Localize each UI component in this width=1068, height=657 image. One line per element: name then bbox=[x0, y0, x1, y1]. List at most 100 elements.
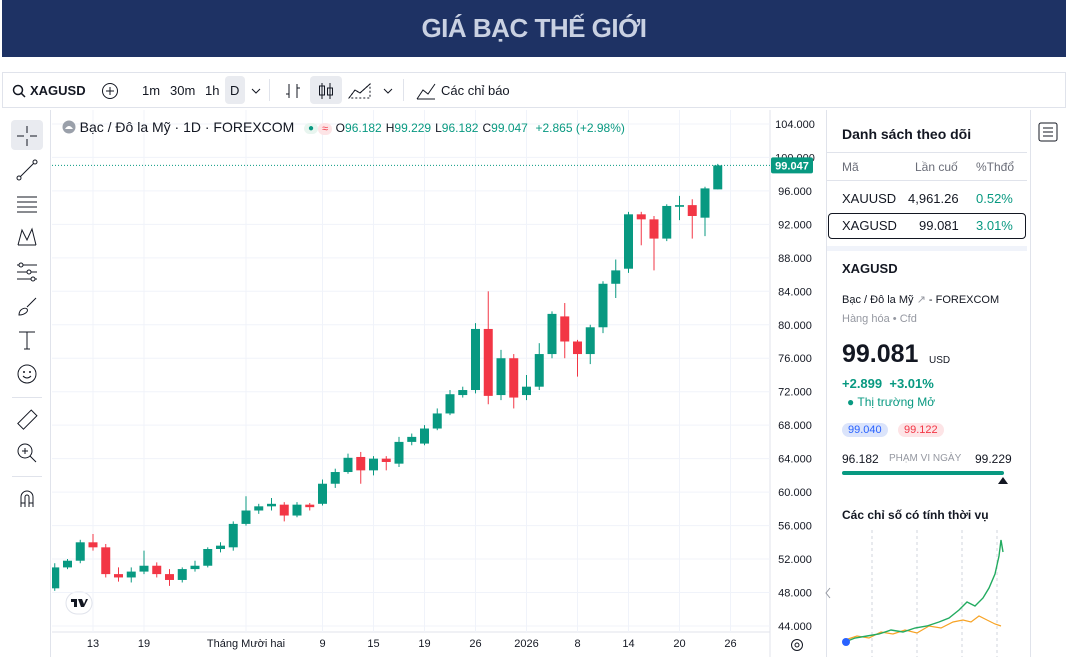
candle bbox=[228, 521, 238, 551]
add-symbol[interactable] bbox=[101, 82, 119, 100]
separator bbox=[269, 79, 270, 101]
candle bbox=[624, 211, 633, 273]
candle-body bbox=[63, 560, 72, 568]
magnet-tool[interactable] bbox=[15, 487, 39, 511]
detail-change: +2.899 +3.01% bbox=[842, 376, 934, 391]
candle bbox=[318, 479, 327, 506]
candle-type-icon[interactable] bbox=[316, 81, 336, 101]
candle-body bbox=[573, 341, 582, 355]
candle-type-selected[interactable] bbox=[310, 76, 342, 104]
candle bbox=[458, 386, 468, 398]
candle bbox=[573, 339, 582, 377]
day-high: 99.229 bbox=[975, 452, 1012, 466]
candle-body bbox=[496, 358, 506, 396]
candle-body bbox=[216, 545, 225, 550]
change-percent: +3.01% bbox=[889, 376, 934, 391]
x-tick-label: 13 bbox=[87, 638, 99, 650]
range-bar bbox=[842, 471, 1004, 475]
candle bbox=[560, 303, 570, 359]
range-marker bbox=[998, 477, 1008, 484]
separator bbox=[12, 397, 42, 398]
emoji-tool[interactable] bbox=[15, 362, 39, 386]
settings-icon[interactable] bbox=[791, 639, 803, 651]
market-open-dot: ● bbox=[303, 123, 318, 134]
indicators-icon[interactable] bbox=[415, 81, 437, 101]
candle-body bbox=[190, 565, 200, 570]
ohlc-value: 96.182 bbox=[441, 121, 479, 135]
candle-body bbox=[560, 316, 570, 342]
interval-selected-bg bbox=[225, 76, 245, 104]
exchange: FOREXCOM bbox=[935, 294, 1000, 306]
candle-body bbox=[126, 571, 136, 578]
panel-collapse[interactable] bbox=[824, 583, 832, 603]
candle-body bbox=[662, 205, 672, 239]
external-link[interactable]: ↗ bbox=[916, 294, 926, 306]
candle-body bbox=[139, 565, 149, 572]
detail-type: Hàng hóa • Cfd bbox=[842, 313, 917, 325]
area-type-icon[interactable] bbox=[348, 81, 372, 101]
y-tick-label: 68.000 bbox=[778, 420, 812, 432]
candle bbox=[381, 456, 391, 471]
candle-body bbox=[88, 542, 98, 548]
interval[interactable]: 30m bbox=[170, 83, 196, 98]
candle bbox=[292, 502, 302, 518]
seasonals-title: Các chỉ số có tính thời vụ bbox=[842, 508, 989, 522]
trendline-tool[interactable] bbox=[15, 158, 39, 182]
pattern-tool[interactable] bbox=[15, 225, 39, 249]
candle bbox=[534, 343, 544, 391]
candle-body bbox=[598, 283, 608, 328]
candle-body bbox=[330, 472, 340, 484]
y-tick-label: 80.000 bbox=[778, 320, 812, 332]
ruler-tool[interactable] bbox=[15, 408, 39, 432]
chart-type-menu[interactable] bbox=[382, 85, 394, 97]
ohlc-key: H bbox=[385, 121, 395, 135]
candle bbox=[369, 456, 378, 476]
fib-tool[interactable] bbox=[15, 192, 39, 216]
instrument-name: Bạc / Đô la Mỹ bbox=[842, 294, 914, 306]
candle bbox=[330, 468, 340, 488]
watchlist-symbol[interactable]: XAGUSD bbox=[842, 218, 897, 233]
candle-body bbox=[432, 413, 442, 429]
candle-body bbox=[624, 214, 633, 269]
brush-tool[interactable] bbox=[15, 295, 39, 319]
watchlist-change: 0.52% bbox=[976, 191, 1013, 206]
candle-body bbox=[471, 328, 480, 391]
ohlc-value: 96.182 bbox=[345, 121, 382, 135]
interval[interactable]: D bbox=[230, 83, 240, 98]
candle bbox=[114, 567, 123, 582]
interval-menu[interactable] bbox=[250, 85, 262, 97]
watchlist-symbol[interactable]: XAUUSD bbox=[842, 191, 897, 206]
separator bbox=[12, 476, 42, 477]
x-tick-label: 26 bbox=[724, 638, 736, 650]
candle-body bbox=[534, 354, 544, 387]
text-tool[interactable] bbox=[15, 328, 39, 352]
candle-body bbox=[713, 165, 723, 190]
x-tick-label: 19 bbox=[418, 638, 430, 650]
right-panel: Danh sách theo dõi Mã Lần cuố %Thđổ XAUU… bbox=[826, 110, 1027, 657]
indicators-button[interactable]: Các chỉ báo bbox=[441, 83, 510, 98]
zoom-tool[interactable] bbox=[15, 441, 39, 465]
candle bbox=[585, 324, 595, 365]
candle-body bbox=[381, 458, 391, 462]
candle bbox=[279, 502, 289, 522]
seasonals-chart bbox=[842, 530, 1004, 657]
symbol[interactable]: XAGUSD bbox=[30, 83, 86, 98]
crosshair-tool[interactable] bbox=[15, 124, 39, 148]
y-tick-label: 60.000 bbox=[778, 487, 812, 499]
candle bbox=[88, 533, 98, 551]
candle-body bbox=[522, 386, 531, 396]
interval[interactable]: 1m bbox=[142, 83, 161, 98]
x-tick-label: Tháng Mười hai bbox=[207, 638, 285, 650]
prediction-tool[interactable] bbox=[15, 260, 39, 284]
watchlist-column: Mã bbox=[842, 160, 859, 174]
candle bbox=[190, 560, 200, 572]
candle bbox=[522, 374, 531, 401]
candle-body bbox=[675, 205, 684, 207]
search-icon[interactable] bbox=[12, 84, 26, 98]
interval[interactable]: 1h bbox=[205, 83, 220, 98]
watchlist-button[interactable] bbox=[1036, 120, 1060, 144]
watchlist-selected[interactable] bbox=[828, 213, 1026, 239]
candle-body bbox=[228, 523, 238, 548]
bar-type-icon[interactable] bbox=[283, 81, 303, 101]
candle bbox=[254, 503, 264, 514]
